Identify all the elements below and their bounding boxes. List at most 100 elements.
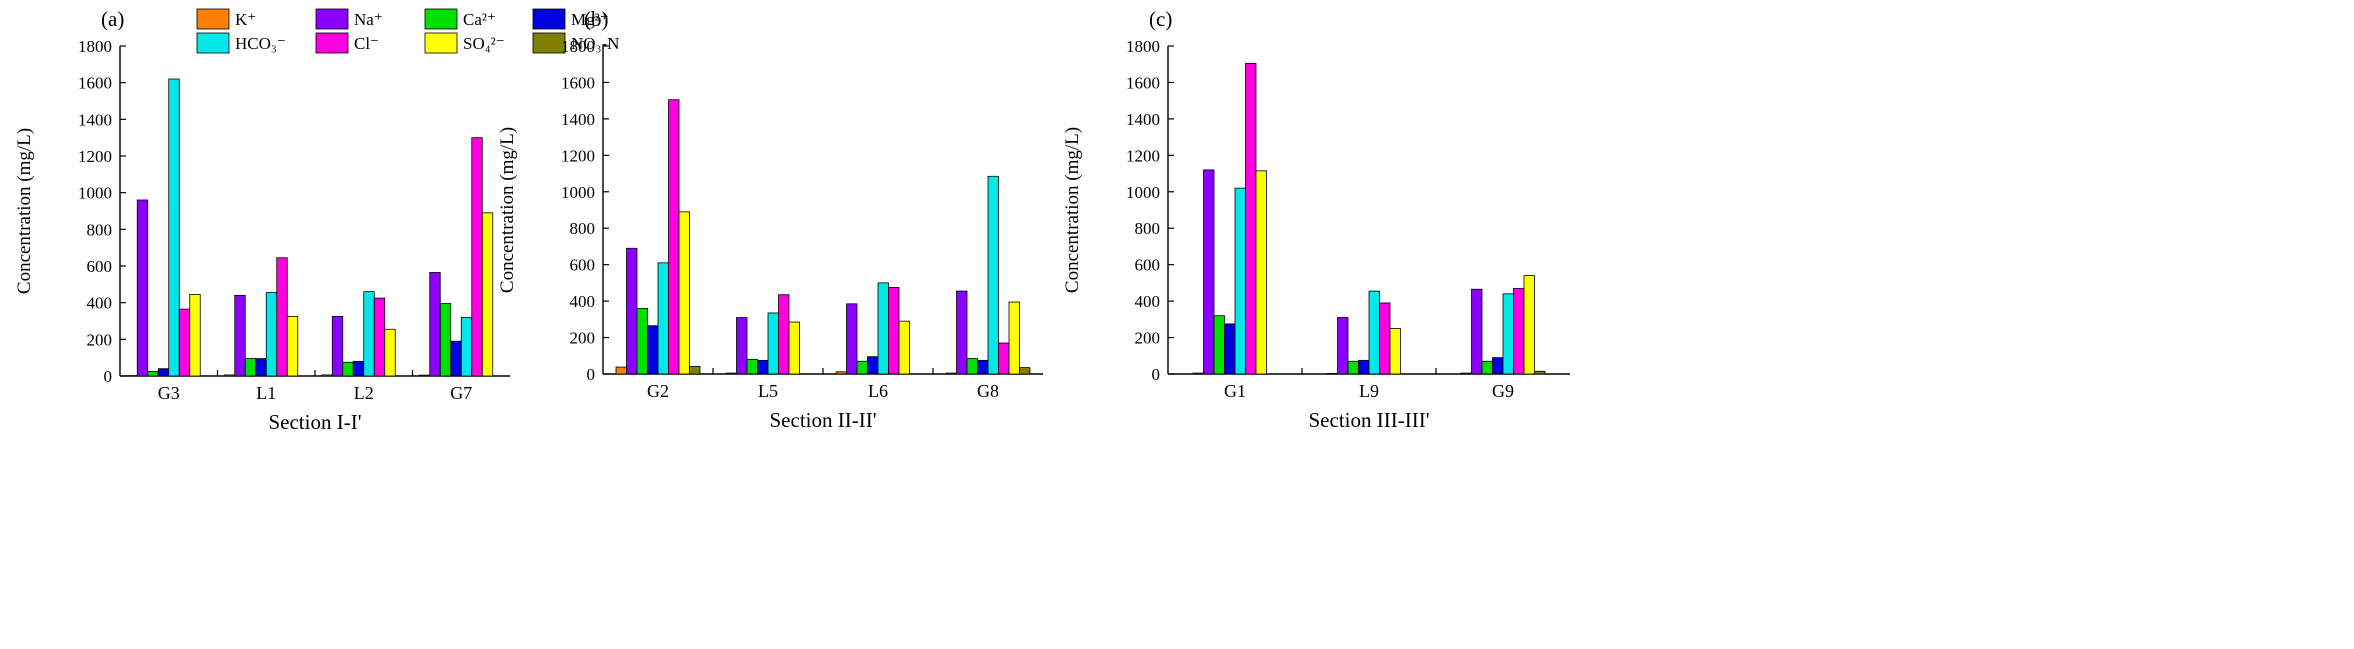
- bar-g9-7: [1534, 370, 1546, 375]
- x-tick-label: L6: [868, 381, 888, 401]
- bar-l9-5: [1379, 302, 1391, 375]
- x-tick-label: G9: [1492, 381, 1514, 401]
- bar-g9-3: [1492, 357, 1504, 375]
- bar-l9-4: [1368, 290, 1380, 375]
- x-tick-label: L2: [354, 383, 374, 403]
- y-tick-label: 1200: [78, 147, 112, 166]
- legend: K⁺ Na⁺ Ca²⁺ Mg²⁺ HCO₃⁻ Cl⁻ SO₄²⁻ NO₃-N: [196, 8, 619, 54]
- bar-l9-2: [1347, 360, 1359, 375]
- legend-label: Ca²⁺: [463, 10, 496, 29]
- y-tick-label: 600: [87, 257, 113, 276]
- bar-l6-1: [846, 303, 858, 375]
- bar-g7-2: [439, 303, 452, 377]
- y-tick-label: 1000: [78, 184, 112, 203]
- bar-l1-4: [265, 292, 278, 377]
- y-axis-label: Concentration (mg/L): [14, 128, 35, 294]
- chart-panel-3: 0 200 400 600 800 1000 1200 1400 1600 1800 Concent…: [1062, 7, 1570, 432]
- y-tick-label: 800: [1135, 219, 1161, 238]
- bar-l6-5: [888, 287, 900, 375]
- bar-l2-4: [363, 291, 375, 377]
- bar-l5-3: [757, 359, 769, 375]
- x-tick-label: L1: [256, 383, 276, 403]
- bar-g3-2: [147, 371, 159, 377]
- y-tick-label: 800: [570, 219, 596, 238]
- bar-l2-5: [373, 297, 386, 377]
- bar-g1-2: [1213, 315, 1225, 375]
- bar-l5-2: [746, 359, 758, 375]
- y-tick-label: 1400: [561, 110, 595, 129]
- bar-g1-0: [1192, 372, 1204, 375]
- legend-item-ca: Ca²⁺: [424, 8, 496, 30]
- bar-g9-1: [1471, 288, 1483, 375]
- y-tick-label: 600: [570, 256, 596, 275]
- y-tick-label: 1600: [1126, 73, 1160, 92]
- chart-panel-1: 0 200 400 600 800 1000 1200 1400 1600 1800 Concent…: [14, 7, 510, 434]
- bar-l5-5: [778, 294, 790, 375]
- bar-l5-6: [788, 321, 800, 375]
- bar-g2-2: [636, 307, 648, 375]
- y-tick-label: 200: [570, 329, 596, 348]
- legend-item-hco3: HCO₃⁻: [196, 32, 286, 54]
- bar-l2-0: [321, 374, 333, 377]
- bar-l2-2: [342, 361, 354, 377]
- x-tick-label: G3: [158, 383, 180, 403]
- bar-g2-6: [678, 211, 690, 375]
- y-axis-label: Concentration (mg/L): [1062, 127, 1083, 293]
- legend-item-mg: Mg²⁺: [532, 8, 609, 30]
- bar-g1-4: [1234, 187, 1246, 375]
- legend-swatch: [532, 8, 566, 30]
- panels: 0 200 400 600 800 1000 1200 1400 1600 1800 Concent…: [14, 7, 1570, 434]
- bar-l9-0: [1326, 373, 1338, 375]
- legend-swatch: [196, 32, 230, 54]
- bar-l6-3: [867, 356, 879, 375]
- bar-l1-2: [244, 358, 257, 377]
- bar-g8-7: [1019, 367, 1031, 375]
- bar-l9-1: [1337, 317, 1349, 375]
- bar-g2-1: [626, 247, 638, 375]
- legend-label: Cl⁻: [354, 34, 379, 53]
- bar-l6-6: [898, 320, 910, 375]
- bar-g1-5: [1245, 62, 1257, 375]
- x-axis-label: Section III-III': [1309, 408, 1430, 432]
- y-tick-label: 1000: [1126, 183, 1160, 202]
- y-tick-label: 1400: [78, 110, 112, 129]
- x-tick-label: L5: [758, 381, 778, 401]
- y-tick-label: 1200: [561, 146, 595, 165]
- legend-swatch: [424, 32, 458, 54]
- legend-swatch: [532, 32, 566, 54]
- legend-label: HCO₃⁻: [235, 34, 286, 53]
- y-axis-label: Concentration (mg/L): [497, 127, 518, 293]
- bar-g3-4: [168, 78, 180, 377]
- x-axis-label: Section II-II': [770, 408, 877, 432]
- y-tick-label: 1000: [561, 183, 595, 202]
- y-tick-label: 1800: [1126, 37, 1160, 56]
- y-tick-label: 0: [587, 365, 596, 384]
- x-axis-label: Section I-I': [268, 410, 361, 434]
- bar-g8-2: [966, 358, 978, 375]
- bar-l1-5: [276, 257, 288, 377]
- bar-g7-4: [460, 316, 473, 377]
- bar-l6-0: [835, 371, 847, 375]
- bar-g7-3: [450, 340, 462, 377]
- bar-g8-3: [977, 359, 989, 375]
- bar-g9-0: [1460, 372, 1472, 375]
- legend-swatch: [315, 32, 349, 54]
- bar-l1-6: [286, 316, 299, 377]
- y-tick-label: 0: [104, 367, 113, 386]
- bar-g9-5: [1513, 287, 1525, 375]
- bar-l6-4: [877, 282, 889, 375]
- legend-item-k: K⁺: [196, 8, 256, 30]
- bar-l2-1: [331, 316, 344, 377]
- legend-item-no3n: NO₃-N: [532, 32, 619, 54]
- bar-g3-3: [157, 368, 170, 377]
- bar-l1-3: [255, 358, 267, 377]
- legend-label: SO₄²⁻: [463, 34, 505, 53]
- legend-swatch: [315, 8, 349, 30]
- legend-label: NO₃-N: [571, 34, 619, 53]
- bar-g3-6: [189, 294, 201, 377]
- legend-swatch: [196, 8, 230, 30]
- y-tick-label: 800: [87, 220, 113, 239]
- x-tick-label: G8: [977, 381, 999, 401]
- legend-swatch: [424, 8, 458, 30]
- bar-g9-2: [1481, 360, 1493, 375]
